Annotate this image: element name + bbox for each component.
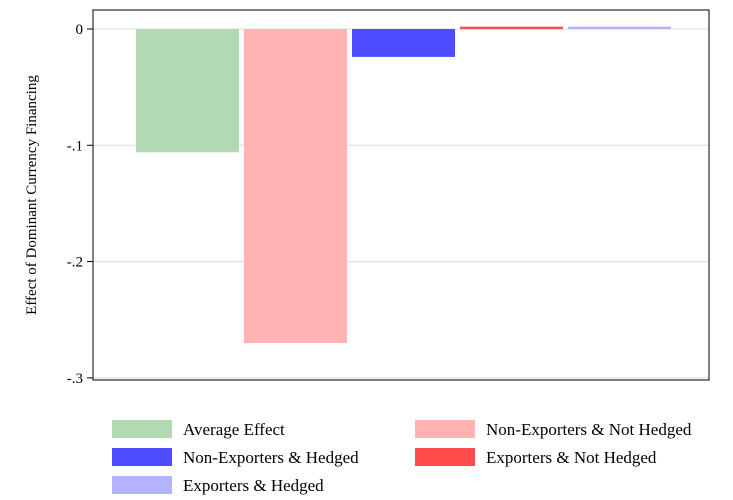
legend-label: Non-Exporters & Hedged: [183, 448, 359, 467]
legend-swatch: [112, 448, 172, 466]
y-tick-label: -.3: [67, 371, 83, 387]
bars: [136, 26, 671, 344]
bar-non-exporters-hedged: [352, 29, 455, 57]
y-axis-ticks: 0 -.1 -.2 -.3: [67, 22, 93, 387]
bar-exporters-not-hedged: [460, 26, 563, 30]
legend-label: Exporters & Hedged: [183, 476, 324, 495]
legend-label: Non-Exporters & Not Hedged: [486, 420, 692, 439]
legend-swatch: [112, 476, 172, 494]
y-tick-label: 0: [76, 22, 84, 38]
legend-swatch: [112, 420, 172, 438]
y-axis-title: Effect of Dominant Currency Financing: [24, 75, 40, 315]
legend-swatch: [415, 448, 475, 466]
plot-frame: [92, 9, 710, 381]
legend: Average Effect Non-Exporters & Not Hedged…: [112, 420, 692, 495]
legend-swatch: [415, 420, 475, 438]
bar-exporters-hedged: [568, 26, 671, 30]
bar-non-exporters-not-hedged: [244, 29, 347, 344]
legend-label: Exporters & Not Hedged: [486, 448, 657, 467]
bar-average-effect: [136, 29, 239, 153]
y-tick-label: -.2: [67, 255, 83, 271]
legend-label: Average Effect: [183, 420, 285, 439]
y-tick-label: -.1: [67, 138, 83, 154]
